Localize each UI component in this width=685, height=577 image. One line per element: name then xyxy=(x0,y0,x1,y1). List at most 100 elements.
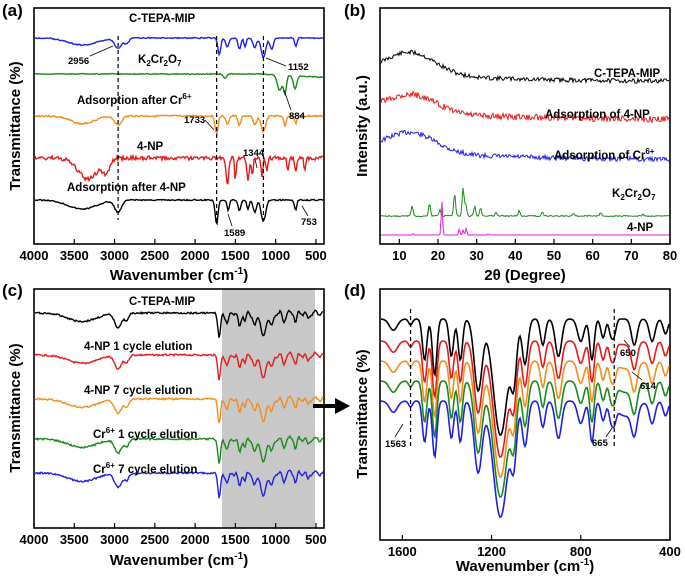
label-a-k2cr2o7: K2Cr2O7 xyxy=(138,54,182,68)
series-line-a-2 xyxy=(34,72,323,97)
arrow-d-650 xyxy=(623,339,631,348)
panel-b-ticks: 10 20 30 40 50 60 70 80 xyxy=(392,239,677,263)
label-a-ads4np: Adsorption after 4-NP xyxy=(67,182,186,194)
ann-a-1152: 1152 xyxy=(288,62,309,73)
panel-b-plot xyxy=(380,49,670,236)
series-line-a-1 xyxy=(34,36,324,59)
x-tick-label: 3000 xyxy=(100,532,129,547)
ann-a-1589: 1589 xyxy=(224,228,245,239)
series-line-b-1 xyxy=(380,49,670,85)
ann-a-884: 884 xyxy=(289,111,306,122)
panel-b-xlabel: 2θ (Degree) xyxy=(484,267,565,284)
x-tick-label: 10 xyxy=(392,248,406,263)
x-tick-label: 30 xyxy=(469,248,483,263)
x-tick-label: 2500 xyxy=(140,532,169,547)
label-a-4np: 4-NP xyxy=(137,141,164,153)
x-tick-label: 4000 xyxy=(20,532,49,547)
panel-d-xlabel: Wavenumber (cm-1) xyxy=(456,557,594,575)
panel-a-letter: (a) xyxy=(2,1,23,20)
arrow-a-1589 xyxy=(227,213,233,227)
label-c-4np1: 4-NP 1 cycle elution xyxy=(84,341,192,353)
panel-c-xlabel: Wavenumber (cm-1) xyxy=(110,551,248,569)
panel-d-letter: (d) xyxy=(344,281,366,300)
series-line-c-1 xyxy=(34,309,324,338)
panel-a-frame xyxy=(33,7,325,245)
label-a-ctepa: C-TEPA-MIP xyxy=(129,13,196,25)
x-tick-label: 1500 xyxy=(221,532,250,547)
panel-a-ticks: 4000 3500 3000 2500 2000 1500 1000 500 xyxy=(20,239,327,263)
arrow-a-2956 xyxy=(89,45,114,57)
ann-d-614: 614 xyxy=(640,381,657,392)
label-c-cr7: Cr6+ 7 cycle elution xyxy=(93,461,197,476)
panel-d-ylabel: Transmittance (%) xyxy=(354,349,371,478)
panel-c-ticks: 4000 3500 3000 2500 2000 1500 1000 500 xyxy=(20,523,327,547)
series-line-c-5 xyxy=(34,469,324,499)
panel-b: (b) 10 20 30 40 50 60 70 80 Intensity (a.u.) 2θ… xyxy=(344,1,677,284)
panel-a-ylabel: Transmittance (%) xyxy=(7,61,24,190)
x-tick-label: 2500 xyxy=(140,248,169,263)
series-line-d-3 xyxy=(380,360,670,478)
arrow-a-1344 xyxy=(254,158,258,169)
x-tick-label: 40 xyxy=(508,248,522,263)
x-tick-label: 4000 xyxy=(20,248,49,263)
arrow-d-665 xyxy=(605,427,613,438)
ann-d-665: 665 xyxy=(592,438,609,449)
x-tick-label: 80 xyxy=(663,248,677,263)
panel-a: (a) 4000 3500 3000 2500 2000 1500 1000 500 Tran… xyxy=(2,1,327,284)
series-line-c-4 xyxy=(34,435,324,464)
arrow-a-1152 xyxy=(265,57,287,67)
label-b-4np: 4-NP xyxy=(627,222,654,234)
series-line-b-3 xyxy=(380,129,670,163)
label-b-adsCr: Adsorption of Cr6+ xyxy=(554,147,655,162)
x-tick-label: 70 xyxy=(624,248,638,263)
panel-c-frame xyxy=(33,288,325,529)
series-line-a-3 xyxy=(34,114,324,137)
ann-d-650: 650 xyxy=(620,348,636,359)
panel-c-plot xyxy=(34,309,324,499)
x-tick-label: 400 xyxy=(659,544,681,559)
label-c-ctepa: C-TEPA-MIP xyxy=(129,296,196,308)
x-tick-label: 1000 xyxy=(261,248,290,263)
panel-c-letter: (c) xyxy=(2,281,23,300)
panel-d-plot xyxy=(380,309,670,518)
series-line-d-4 xyxy=(380,380,670,498)
ann-a-2956: 2956 xyxy=(68,56,89,67)
label-a-adsCr: Adsorption after Cr6+ xyxy=(77,92,192,107)
x-tick-label: 800 xyxy=(570,544,592,559)
ann-a-1733: 1733 xyxy=(184,115,205,126)
x-tick-label: 1200 xyxy=(477,544,506,559)
panel-c: (c) 4000 3500 3000 2500 2000 1500 1000 500 Tran… xyxy=(2,281,327,569)
label-c-4np7: 4-NP 7 cycle elution xyxy=(84,385,192,397)
label-b-ads4np: Adsorption of 4-NP xyxy=(545,109,650,121)
x-tick-label: 20 xyxy=(431,248,445,263)
x-tick-label: 3500 xyxy=(60,248,89,263)
x-tick-label: 3000 xyxy=(100,248,129,263)
panel-connector-arrow xyxy=(313,398,350,414)
ann-d-1563: 1563 xyxy=(385,439,406,450)
label-b-k2cr2o7: K2Cr2O7 xyxy=(612,188,656,202)
series-line-b-5 xyxy=(381,201,669,236)
label-b-ctepa: C-TEPA-MIP xyxy=(594,68,661,80)
x-tick-label: 2000 xyxy=(181,248,210,263)
arrow-d-1563 xyxy=(394,423,404,438)
series-line-b-2 xyxy=(380,90,670,124)
panel-a-plot xyxy=(34,36,324,226)
arrow-a-753 xyxy=(301,205,309,217)
x-tick-label: 50 xyxy=(547,248,561,263)
x-tick-label: 3500 xyxy=(60,532,89,547)
panel-d-frame xyxy=(379,288,671,541)
series-line-a-4 xyxy=(34,153,324,185)
x-tick-label: 2000 xyxy=(181,532,210,547)
series-line-c-2 xyxy=(34,350,324,381)
series-line-a-5 xyxy=(34,198,324,226)
series-line-d-1 xyxy=(380,318,670,436)
panel-b-letter: (b) xyxy=(344,1,366,20)
panel-d-arrows xyxy=(394,339,643,438)
x-tick-label: 1600 xyxy=(388,544,417,559)
x-tick-label: 60 xyxy=(585,248,599,263)
series-line-b-4 xyxy=(381,187,670,218)
panel-a-xlabel: Wavenumber (cm-1) xyxy=(110,266,248,284)
panel-c-ylabel: Transmittance (%) xyxy=(7,343,24,472)
ann-a-753: 753 xyxy=(301,217,317,228)
